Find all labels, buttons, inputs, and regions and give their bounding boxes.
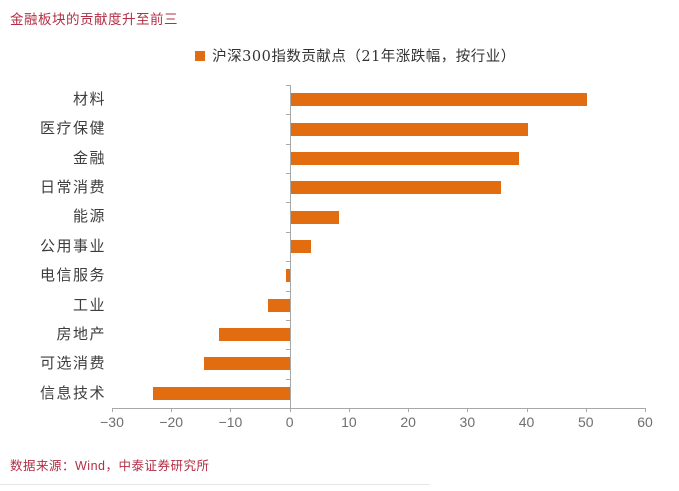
data-source-note: 数据来源：Wind，中泰证券研究所 <box>10 459 210 473</box>
x-tick-label: 30 <box>459 414 476 430</box>
bar <box>290 122 528 136</box>
x-tick-label: 60 <box>637 414 653 430</box>
category-axis-tick <box>285 349 290 350</box>
bar <box>290 151 519 165</box>
x-axis-tick <box>171 408 173 412</box>
x-axis-tick <box>112 408 113 412</box>
x-tick-label: −30 <box>100 414 124 430</box>
x-axis-tick <box>289 408 291 412</box>
category-label: 材料 <box>72 90 106 108</box>
bar <box>290 181 502 195</box>
bar <box>286 269 290 283</box>
category-axis-tick <box>285 291 290 292</box>
category-label: 可选消费 <box>39 354 106 373</box>
zero-axis-line <box>289 85 291 412</box>
category-axis-tick <box>285 144 290 145</box>
category-axis-tick <box>285 173 290 174</box>
category-axis-tick <box>285 202 290 203</box>
x-axis-tick <box>408 408 410 412</box>
category-axis-tick <box>285 261 290 262</box>
legend-label: 沪深300指数贡献点（21年涨跌幅，按行业） <box>212 49 516 65</box>
category-label: 公用事业 <box>39 236 106 255</box>
x-axis-tick <box>348 408 350 412</box>
x-tick-label: 50 <box>577 414 594 430</box>
category-axis-tick <box>285 379 290 380</box>
category-axis-tick <box>285 114 290 115</box>
category-axis-tick <box>285 232 290 233</box>
x-tick-label: −20 <box>159 414 184 430</box>
category-label: 日常消费 <box>39 178 106 197</box>
x-axis-tick <box>467 408 469 412</box>
category-label: 电信服务 <box>39 266 106 285</box>
x-axis-tick <box>526 408 528 412</box>
bar <box>290 93 587 107</box>
chart-legend: 沪深300指数贡献点（21年涨跌幅，按行业） <box>16 45 679 66</box>
category-label: 金融 <box>72 148 106 167</box>
bar <box>218 328 290 342</box>
category-label: 医疗保健 <box>39 119 106 138</box>
x-tick-label: −10 <box>218 414 243 430</box>
category-label: 能源 <box>72 207 106 226</box>
x-tick-label: 10 <box>341 414 357 430</box>
category-axis-tick <box>285 408 290 409</box>
x-axis-tick <box>585 408 587 412</box>
figure-title: 金融板块的贡献度升至前三 <box>10 12 178 27</box>
page-divider <box>0 484 430 485</box>
bar <box>290 240 312 253</box>
category-axis-tick <box>285 85 290 86</box>
category-axis-tick <box>285 320 290 321</box>
bar <box>290 210 339 224</box>
x-tick-label: 40 <box>518 414 535 430</box>
x-tick-label: 20 <box>400 414 416 430</box>
category-label: 信息技术 <box>39 383 106 402</box>
bar <box>268 298 290 312</box>
plot-area: −30 −20 −10 0 10 20 30 40 50 60 <box>100 85 653 430</box>
x-axis-tick <box>230 408 232 412</box>
category-label: 工业 <box>72 295 106 314</box>
x-axis-tick <box>645 408 646 412</box>
x-tick-label: 0 <box>285 414 294 430</box>
category-label: 房地产 <box>56 324 106 343</box>
bar <box>152 386 290 400</box>
bar <box>203 357 290 371</box>
legend-marker-icon <box>195 50 206 61</box>
